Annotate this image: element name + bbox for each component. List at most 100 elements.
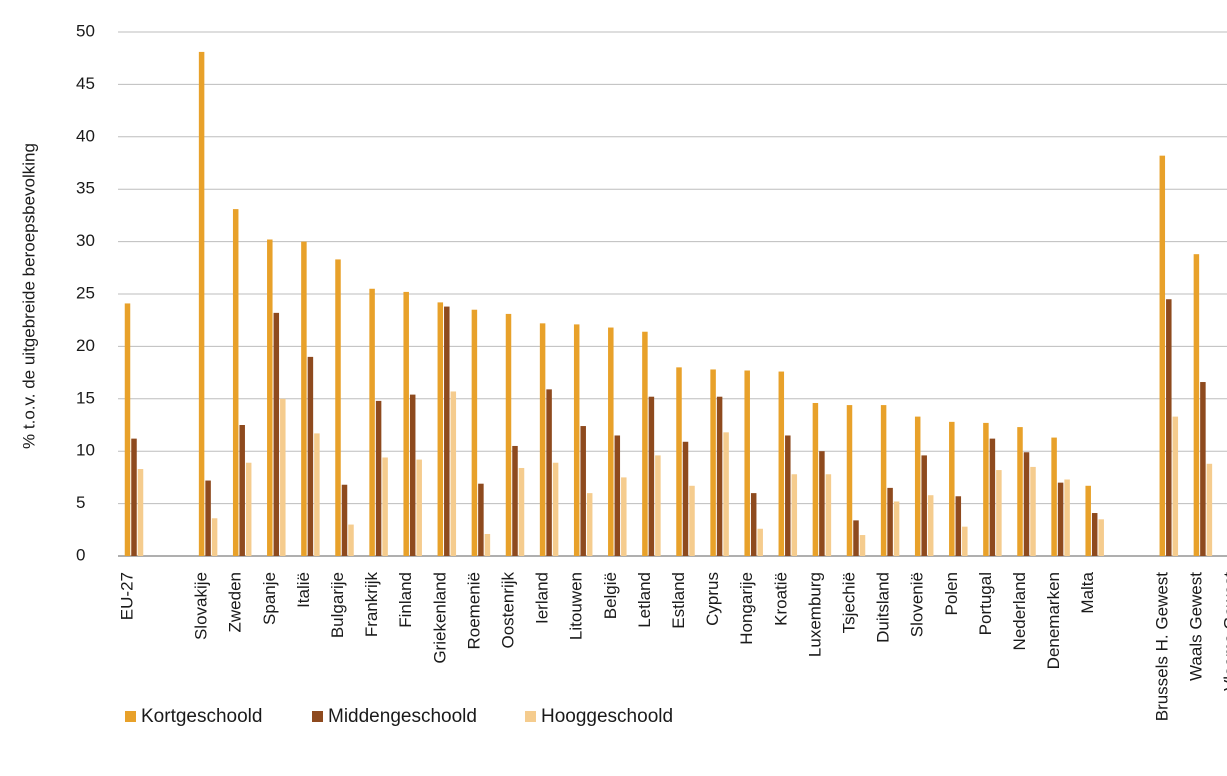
y-tick-label: 40: [76, 126, 95, 145]
legend: Kortgeschoold Middengeschoold Hooggeschool…: [125, 706, 673, 727]
legend-swatch: [525, 711, 536, 722]
bar: [757, 528, 763, 556]
x-tick-label: Vlaams Gewest: [1220, 572, 1227, 691]
x-tick-label: Denemarken: [1044, 572, 1063, 669]
x-tick-label: Italië: [294, 572, 313, 608]
bar: [921, 455, 927, 556]
bar: [893, 501, 900, 556]
x-tick-label: Nederland: [1010, 572, 1029, 650]
x-tick-label: Cyprus: [703, 572, 722, 626]
bar: [1017, 427, 1023, 556]
bar: [444, 306, 450, 556]
bar: [1200, 382, 1206, 556]
bar: [846, 405, 853, 556]
bar: [785, 435, 791, 556]
x-tick-label: Portugal: [976, 572, 995, 635]
bar: [586, 493, 593, 556]
bar: [1051, 437, 1057, 556]
bar: [949, 421, 955, 556]
bar: [1193, 254, 1200, 556]
bar: [124, 303, 131, 556]
bar: [989, 438, 996, 556]
bar: [791, 474, 798, 556]
bar: [983, 422, 989, 556]
x-tick-label: Litouwen: [567, 572, 586, 640]
x-tick-label: Spanje: [260, 572, 279, 625]
bar: [546, 389, 552, 556]
x-tick-label: Ierland: [533, 572, 552, 624]
bar: [580, 426, 586, 556]
bar: [859, 535, 866, 556]
bar: [614, 435, 621, 556]
y-tick-label: 10: [76, 441, 95, 460]
bar: [137, 469, 144, 556]
x-tick-label: Frankrijk: [362, 572, 381, 638]
bar: [518, 467, 525, 556]
x-axis-labels: EU-27 Slovakije Zweden Spanje Italië Bulgarij…: [117, 571, 1227, 721]
x-tick-label: Tsjechië: [839, 572, 858, 633]
legend-swatch: [312, 711, 323, 722]
x-tick-label: Duitsland: [874, 572, 893, 643]
bar: [205, 480, 211, 556]
bar: [1064, 479, 1070, 556]
y-tick-label: 45: [76, 74, 95, 93]
bar: [369, 288, 375, 556]
y-tick-label: 20: [76, 336, 95, 355]
y-tick-label: 50: [76, 21, 95, 40]
bars: [124, 51, 1213, 557]
legend-swatch: [125, 711, 136, 722]
x-tick-label: Bulgarije: [328, 572, 347, 638]
legend-label: Middengeschoold: [328, 706, 477, 727]
bar: [608, 327, 614, 556]
bar: [744, 370, 750, 556]
x-tick-label: België: [601, 572, 620, 619]
bar: [409, 394, 416, 556]
bar: [1023, 452, 1030, 556]
bar: [307, 356, 314, 556]
bar: [1098, 519, 1104, 556]
bar: [710, 369, 716, 556]
x-tick-label: Polen: [942, 572, 961, 615]
bar: [825, 474, 832, 556]
x-tick-label: Griekenland: [430, 572, 449, 664]
y-axis-label: % t.o.v. de uitgebreide beroepsbevolking: [19, 143, 38, 449]
bar: [682, 441, 689, 556]
y-tick-label: 0: [76, 545, 85, 564]
bar: [955, 496, 962, 556]
bar: [778, 371, 785, 556]
x-tick-label: Roemenië: [464, 572, 483, 650]
bar: [1159, 155, 1166, 556]
x-tick-label: Estland: [669, 572, 688, 629]
bar: [478, 483, 484, 556]
y-tick-label: 5: [76, 493, 85, 512]
bar: [267, 239, 273, 556]
bar: [655, 455, 661, 556]
bar: [648, 396, 655, 556]
bar: [375, 400, 382, 556]
bar: [245, 462, 252, 556]
x-tick-label: Finland: [396, 572, 415, 628]
bar: [211, 518, 218, 556]
bar: [914, 416, 921, 556]
bar: [314, 433, 320, 556]
y-axis-ticks: 0 5 10 15 20 25 30 35 40 45 50: [76, 21, 95, 564]
bar: [1091, 513, 1098, 556]
bar: [676, 367, 682, 556]
bar: [1206, 463, 1213, 556]
x-tick-label: Slovakije: [192, 572, 211, 640]
x-tick-label: Brussels H. Gewest: [1152, 572, 1171, 722]
x-tick-label: Oostenrijk: [498, 572, 517, 649]
bar: [280, 398, 286, 556]
x-tick-label: Kroatië: [771, 572, 790, 626]
bar: [552, 462, 559, 556]
bar: [335, 259, 341, 556]
bar: [1166, 299, 1172, 556]
bar: [232, 209, 239, 556]
y-tick-label: 15: [76, 388, 95, 407]
bar: [273, 312, 280, 556]
bar: [403, 291, 409, 556]
bar: [750, 493, 757, 556]
bar: [853, 520, 859, 556]
